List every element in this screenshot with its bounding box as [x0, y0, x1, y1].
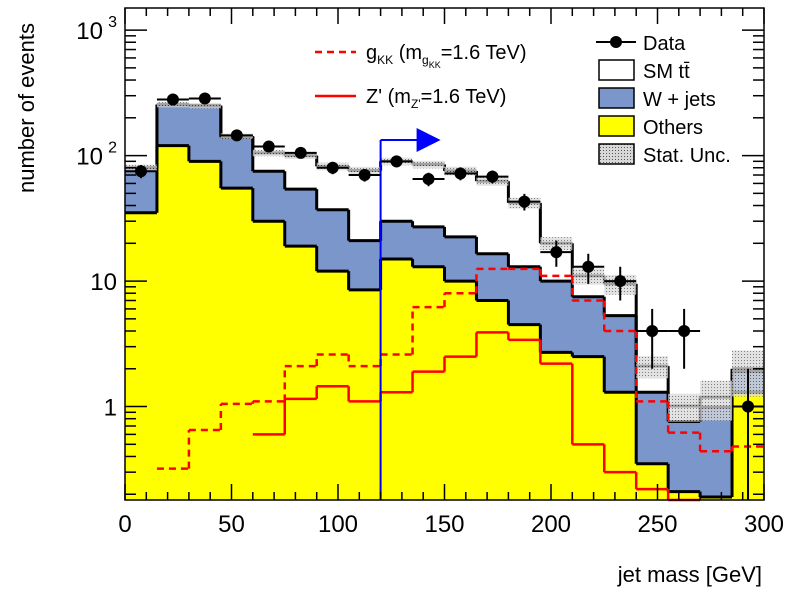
data-point	[198, 92, 211, 105]
data-point	[518, 195, 531, 208]
legend-data-marker	[610, 36, 622, 48]
legend-signal-label: gKK (mgKK=1.6 TeV)	[366, 42, 527, 70]
legend-item-others: Others	[598, 115, 703, 139]
data-point	[326, 161, 339, 174]
legend-label: Stat. Unc.	[643, 145, 731, 167]
legend-signal-1: Z' (mZ'=1.6 TeV)	[315, 86, 506, 111]
x-tick-label: 200	[531, 511, 571, 538]
legend-label: Data	[643, 33, 686, 55]
data-point	[422, 173, 435, 186]
stat-unc-band	[412, 160, 445, 169]
data-point	[614, 275, 627, 288]
legend-swatch	[598, 59, 635, 81]
x-axis-label: jet mass [GeV]	[617, 562, 762, 587]
x-tick-label: 250	[637, 511, 677, 538]
stat-unc-band	[700, 380, 733, 421]
y-tick-label: 1	[104, 395, 117, 422]
data-point	[134, 165, 147, 178]
y-tick-label: 10	[76, 144, 103, 171]
stat-unc-band	[252, 149, 285, 157]
data-point	[454, 167, 467, 180]
y-axis-label: number of events	[14, 23, 39, 193]
x-tick-label: 100	[318, 511, 358, 538]
legend-label: SM tt̄	[643, 61, 690, 83]
cut-arrow-head	[416, 128, 441, 152]
stat-unc-band	[188, 102, 221, 109]
x-tick-label: 0	[118, 511, 131, 538]
legend-item-data: Data	[596, 33, 686, 55]
y-tick-exponent: 3	[108, 14, 117, 31]
legend-swatch	[598, 115, 635, 137]
stat-unc-band	[668, 393, 701, 422]
y-tick-exponent: 2	[108, 140, 117, 157]
legend-swatch	[598, 87, 635, 109]
data-point	[166, 93, 179, 106]
data-point	[550, 246, 563, 259]
legend-item-sm-tt-: SM tt̄	[598, 59, 690, 83]
data-point	[262, 140, 275, 153]
data-point	[390, 155, 403, 168]
data-point	[486, 170, 499, 183]
legend-signal-0: gKK (mgKK=1.6 TeV)	[315, 42, 527, 70]
x-tick-label: 50	[218, 511, 245, 538]
legend-label: W + jets	[643, 89, 716, 111]
legend-label: Others	[643, 117, 703, 139]
data-point	[582, 260, 595, 273]
data-point	[294, 146, 307, 159]
legend-item-w-jets: W + jets	[598, 87, 716, 111]
data-point	[678, 324, 691, 337]
data-point	[358, 169, 371, 182]
y-tick-label: 10	[76, 18, 103, 45]
data-point	[230, 129, 243, 142]
y-tick-label: 10	[90, 269, 117, 296]
data-point	[646, 324, 659, 337]
legend-item-stat-unc-: Stat. Unc.	[598, 143, 731, 167]
legend-signal-label: Z' (mZ'=1.6 TeV)	[366, 86, 506, 111]
legend-swatch	[598, 143, 635, 165]
x-tick-label: 300	[744, 511, 784, 538]
x-tick-label: 150	[424, 511, 464, 538]
